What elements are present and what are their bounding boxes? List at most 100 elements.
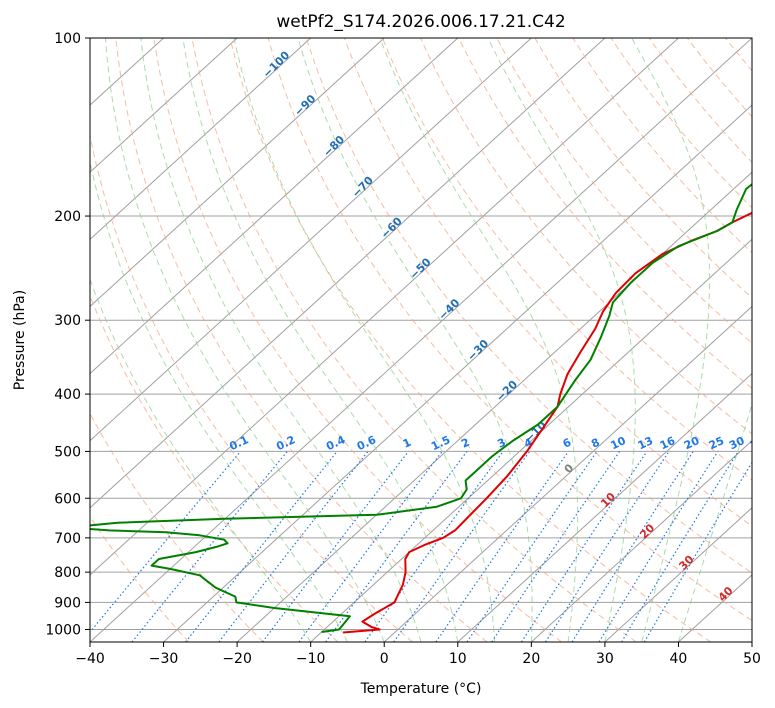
isotherm-label: −40	[436, 296, 463, 323]
wetbulb-label: 40	[716, 584, 736, 604]
isotherm-line	[90, 38, 238, 173]
dry-adiabat-line	[534, 38, 752, 299]
wetbulb-label: 30	[676, 553, 696, 573]
y-tick-label: 200	[54, 209, 81, 225]
mixing-ratio-line	[621, 451, 739, 642]
mixing-ratio-line	[545, 451, 670, 642]
y-tick-label: 1000	[45, 622, 81, 638]
dry-adiabat-line	[725, 38, 752, 72]
mixing-ratio-line	[435, 451, 569, 642]
x-tick-label: 40	[670, 651, 688, 667]
dry-adiabat-line	[458, 38, 752, 389]
isotherm-label: −50	[407, 255, 434, 282]
y-tick-label: 400	[54, 387, 81, 403]
y-axis-label: Pressure (hPa)	[12, 290, 28, 390]
dry-adiabat-line	[90, 515, 190, 642]
isotherm-line	[163, 104, 752, 642]
mixing-ratio-label: 0.4	[324, 433, 347, 453]
mixing-ratio-label: 13	[636, 434, 655, 452]
x-tick-label: 10	[449, 651, 467, 667]
dry-adiabat-line	[382, 38, 752, 481]
moist-adiabat-line	[677, 402, 752, 642]
y-tick-label: 100	[54, 31, 81, 47]
x-tick-label: −30	[149, 651, 179, 667]
mixing-ratio-line	[262, 451, 409, 642]
mixing-ratio-line	[393, 451, 531, 642]
mixing-ratio-label: 0.6	[355, 433, 378, 453]
moist-adiabat-line	[233, 38, 496, 642]
mixing-ratio-label: 30	[727, 434, 747, 452]
wetbulb-label: 20	[637, 521, 657, 541]
mixing-ratio-label: 1	[401, 436, 413, 451]
dry-adiabat-line	[90, 412, 264, 642]
moist-adiabat-line	[297, 38, 533, 642]
mixing-ratio-line	[466, 451, 598, 642]
isotherm-line	[751, 641, 752, 642]
mixing-ratio-line	[131, 451, 288, 642]
temperature-profile-line	[343, 211, 752, 634]
axes: −40 −30 −20 −10 0 10 20 30 40 5010020030040050060…	[45, 31, 761, 667]
mixing-ratio-label: 20	[682, 434, 702, 452]
dry-adiabat-line	[305, 38, 752, 574]
mixing-ratio-line	[598, 451, 719, 642]
isotherm-line	[90, 38, 532, 442]
y-tick-label: 800	[54, 565, 81, 581]
isotherm-label: −20	[494, 378, 521, 405]
moist-adiabat-line	[379, 38, 579, 642]
background-line-labels: 0.1 0.2 0.4 0.6 1 1.5 2 3 4 6 8 10 13 16 20 25 30 36−100−…	[227, 48, 768, 604]
x-tick-label: −40	[75, 651, 105, 667]
moist-adiabat-line	[182, 38, 459, 642]
dry-adiabat-line	[153, 38, 562, 642]
moist-adiabat-line	[140, 38, 422, 642]
plot-frame	[89, 37, 753, 643]
y-tick-label: 700	[54, 531, 81, 547]
wetbulb-label: 10	[598, 490, 618, 510]
isotherm-line	[90, 38, 679, 576]
mixing-ratio-label: 0.1	[227, 433, 250, 453]
dry-adiabat-line	[343, 38, 752, 527]
mixing-ratio-label: 25	[707, 434, 726, 452]
isotherm-line	[90, 38, 385, 308]
isotherm-line	[604, 507, 752, 642]
isotherm-label: −90	[292, 92, 319, 119]
dry-adiabat-line	[267, 38, 752, 622]
moist-adiabat-line	[105, 38, 385, 642]
dry-adiabat-line	[648, 38, 752, 163]
isotherm-label: −60	[378, 214, 405, 241]
dry-adiabat-line	[191, 38, 637, 642]
background-lines	[90, 38, 752, 642]
mixing-ratio-line	[364, 451, 504, 642]
x-tick-label: −20	[222, 651, 252, 667]
isotherm-label: −30	[465, 337, 492, 364]
isotherm-label: −100	[260, 48, 292, 80]
x-tick-label: 30	[596, 651, 614, 667]
mixing-ratio-label: 16	[658, 434, 678, 452]
dry-adiabat-line	[610, 38, 752, 209]
moist-adiabat-line	[487, 38, 636, 642]
chart-title: wetPf2_S174.2026.006.17.21.C42	[276, 12, 565, 32]
mixing-ratio-label: 10	[608, 434, 628, 452]
mixing-ratio-label: 2	[459, 436, 471, 451]
mixing-ratio-line	[218, 451, 369, 642]
dewpoint-profile-line	[90, 182, 752, 633]
mixing-ratio-line	[643, 461, 752, 642]
x-tick-label: 20	[522, 651, 540, 667]
moist-adiabat-line	[90, 159, 348, 642]
isotherm-line	[90, 38, 606, 509]
isotherm-line	[90, 38, 459, 375]
y-tick-label: 600	[54, 491, 81, 507]
y-tick-label: 500	[54, 444, 81, 460]
dry-adiabat-line	[229, 38, 712, 642]
mixing-ratio-label: 36	[748, 434, 768, 452]
mixing-ratio-line	[185, 451, 338, 642]
y-tick-label: 300	[54, 313, 81, 329]
mixing-ratio-line	[90, 451, 241, 634]
dry-adiabat-line	[90, 132, 413, 642]
x-axis-label: Temperature (°C)	[360, 681, 482, 697]
x-tick-label: −10	[296, 651, 326, 667]
mixing-ratio-label: 1.5	[429, 433, 452, 453]
isotherm-label: −80	[321, 133, 348, 160]
moist-adiabat-line	[90, 277, 312, 642]
dry-adiabat-line	[572, 38, 752, 254]
